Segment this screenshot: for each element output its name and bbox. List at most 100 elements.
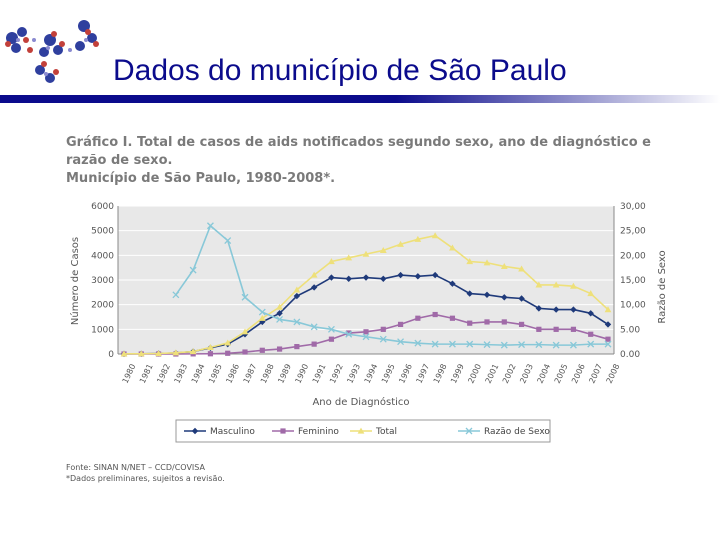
data-point <box>431 271 439 279</box>
data-point <box>467 320 473 326</box>
x-tick-label: 2006 <box>570 363 587 385</box>
data-point <box>501 294 508 301</box>
x-tick-label: 2008 <box>605 363 622 385</box>
data-point <box>225 350 231 356</box>
data-point <box>414 339 422 347</box>
data-point <box>172 291 180 299</box>
data-point <box>466 258 474 265</box>
data-point <box>379 335 387 343</box>
data-point <box>120 350 128 357</box>
y-left-tick-label: 2000 <box>91 301 114 311</box>
x-tick-label: 1999 <box>449 363 466 385</box>
data-point <box>172 349 180 356</box>
data-point <box>224 237 232 244</box>
data-point <box>357 427 365 434</box>
data-point <box>206 222 214 230</box>
logo-image <box>5 20 99 83</box>
data-point <box>345 330 353 338</box>
data-point <box>570 306 577 313</box>
y-right-tick-label: 30,00 <box>620 202 646 212</box>
data-point <box>397 240 404 247</box>
x-tick-label: 1984 <box>190 363 207 385</box>
x-tick-label: 2004 <box>536 363 553 385</box>
y-left-tick-label: 4000 <box>91 251 114 261</box>
data-point <box>345 275 352 282</box>
data-point <box>570 282 577 289</box>
data-point <box>466 290 473 297</box>
chart-title: Gráfico I. Total de casos de aids notifi… <box>66 134 666 188</box>
data-point <box>328 274 335 281</box>
legend-item: Feminino <box>272 427 339 437</box>
x-tick-label: 2005 <box>553 363 570 385</box>
y-right-tick-label: 15,00 <box>620 276 646 286</box>
data-point <box>294 344 300 350</box>
data-point <box>363 329 369 335</box>
data-point <box>276 303 283 310</box>
y-axis-left-label: Número de Casos <box>69 237 81 325</box>
data-point <box>448 340 456 348</box>
data-point <box>397 271 404 279</box>
legend-label: Feminino <box>298 427 339 437</box>
y-right-tick-label: 10,00 <box>620 301 646 311</box>
data-point <box>362 274 370 281</box>
data-point <box>276 310 283 317</box>
data-point <box>500 341 508 349</box>
x-tick-label: 2001 <box>484 363 501 385</box>
data-point <box>431 232 439 239</box>
legend-item: Masculino <box>184 427 255 437</box>
x-tick-label: 1989 <box>276 363 293 385</box>
x-tick-label: 1990 <box>294 363 311 385</box>
data-point <box>449 244 456 251</box>
data-point <box>553 326 559 332</box>
data-point <box>191 427 199 435</box>
x-tick-label: 1982 <box>155 363 172 385</box>
data-point <box>293 318 301 326</box>
data-point <box>276 316 284 323</box>
data-point <box>570 326 577 332</box>
slide-title: Dados do município de São Paulo <box>113 54 567 87</box>
data-point <box>569 341 577 349</box>
data-point <box>431 340 439 348</box>
data-point <box>552 281 560 288</box>
x-tick-label: 2003 <box>518 363 535 385</box>
x-tick-label: 1985 <box>207 363 224 385</box>
series-total <box>120 232 612 357</box>
data-point <box>397 321 404 327</box>
y-left-tick-label: 5000 <box>91 227 114 237</box>
x-tick-label: 1992 <box>328 363 345 385</box>
data-point <box>280 428 286 434</box>
y-right-tick-label: 5.00 <box>620 325 640 335</box>
y-right-tick-label: 20,00 <box>620 251 646 261</box>
data-point <box>552 341 560 349</box>
data-point <box>189 348 197 355</box>
data-point <box>380 275 387 282</box>
data-point <box>414 235 422 242</box>
legend-label: Total <box>375 427 397 437</box>
data-point <box>587 340 595 348</box>
data-point <box>137 350 145 357</box>
data-point <box>449 315 456 321</box>
data-point <box>587 290 595 297</box>
data-point <box>310 323 318 331</box>
x-tick-label: 1981 <box>138 363 155 385</box>
data-point <box>415 315 421 321</box>
legend-item: Razão de Sexo <box>458 427 550 437</box>
data-point <box>587 310 594 317</box>
data-point <box>484 319 490 325</box>
data-point <box>293 292 301 300</box>
data-point <box>483 341 491 349</box>
x-tick-label: 1987 <box>242 363 259 385</box>
x-tick-label: 1988 <box>259 363 276 385</box>
data-point <box>465 427 473 435</box>
data-point <box>535 281 543 288</box>
data-point <box>207 343 214 350</box>
data-point <box>604 306 612 313</box>
data-point <box>397 338 405 346</box>
x-tick-label: 1983 <box>173 363 190 385</box>
x-tick-label: 2000 <box>466 363 483 385</box>
series-raz-o-de-sexo <box>172 222 612 349</box>
chart-footnote: Fonte: SINAN N/NET – CCD/COVISA *Dados p… <box>66 462 225 484</box>
source-note: Fonte: SINAN N/NET – CCD/COVISA <box>66 463 205 472</box>
data-point <box>258 314 266 321</box>
data-point <box>293 286 301 293</box>
